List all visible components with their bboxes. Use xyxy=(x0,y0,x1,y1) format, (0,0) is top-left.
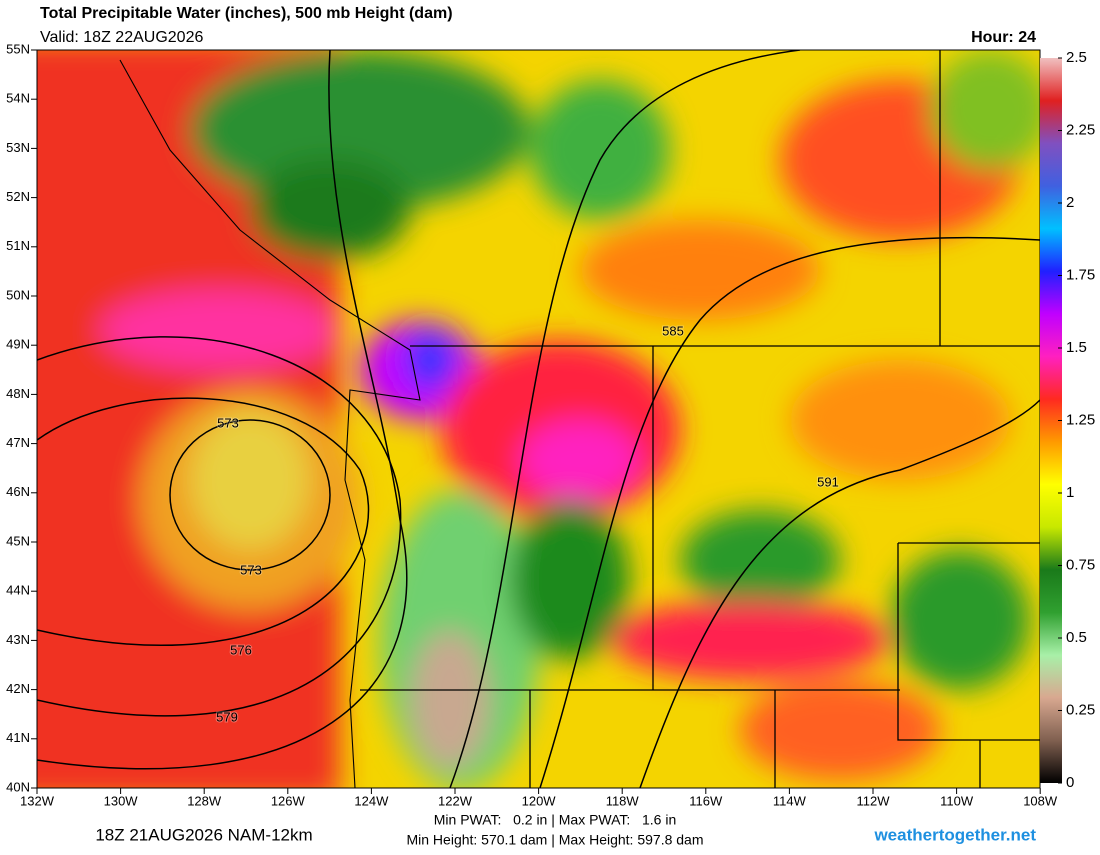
lat-label: 44N xyxy=(6,583,30,598)
colorbar-label: 0.5 xyxy=(1066,629,1087,646)
colorbar-label: 0.25 xyxy=(1066,701,1095,718)
valid-time: Valid: 18Z 22AUG2026 xyxy=(40,29,203,46)
lat-label: 52N xyxy=(6,189,30,204)
title: Total Precipitable Water (inches), 500 m… xyxy=(40,5,453,22)
lat-label: 50N xyxy=(6,287,30,302)
colorbar-label: 2 xyxy=(1066,194,1074,211)
colorbar-label: 1.5 xyxy=(1066,339,1087,356)
contour-label: 579 xyxy=(216,709,238,724)
contour-label: 585 xyxy=(662,323,684,338)
lat-label: 40N xyxy=(6,779,30,794)
colorbar-label: 1.25 xyxy=(1066,411,1095,428)
forecast-hour: Hour: 24 xyxy=(971,29,1036,46)
lon-label: 124W xyxy=(354,793,389,808)
lon-label: 112W xyxy=(857,793,891,808)
lon-label: 132W xyxy=(20,793,55,808)
contour-label: 576 xyxy=(230,642,252,657)
boundaries xyxy=(119,50,1040,788)
colorbar-label: 0.75 xyxy=(1066,556,1095,573)
colorbar-label: 2.5 xyxy=(1066,49,1087,66)
lat-label: 43N xyxy=(6,632,30,647)
lon-label: 130W xyxy=(104,793,139,808)
lat-label: 54N xyxy=(6,91,30,106)
lat-label: 42N xyxy=(6,681,30,696)
colorbar-label: 0 xyxy=(1066,774,1074,791)
lon-label: 120W xyxy=(522,793,557,808)
lat-label: 53N xyxy=(6,140,30,155)
pwat-range: Min PWAT: 0.2 in | Max PWAT: 1.6 in xyxy=(434,812,676,828)
lat-label: 41N xyxy=(6,730,30,745)
lat-label: 49N xyxy=(6,337,30,352)
colorbar-label: 2.25 xyxy=(1066,121,1095,138)
lon-label: 110W xyxy=(940,793,974,808)
lat-label: 47N xyxy=(6,435,30,450)
lat-label: 48N xyxy=(6,386,30,401)
model-run: 18Z 21AUG2026 NAM-12km xyxy=(95,825,312,844)
lat-label: 51N xyxy=(6,238,30,253)
lon-label: 126W xyxy=(271,793,306,808)
lon-label: 128W xyxy=(187,793,222,808)
contour-label: 573 xyxy=(240,562,262,577)
contour-label: 573 xyxy=(217,415,239,430)
lat-label: 46N xyxy=(6,484,30,499)
lon-label: 116W xyxy=(689,793,723,808)
pwat-field xyxy=(37,50,1040,788)
height-contours xyxy=(37,50,1040,788)
colorbar xyxy=(1040,58,1062,783)
lon-label: 108W xyxy=(1023,793,1058,808)
lon-label: 114W xyxy=(773,793,807,808)
lon-label: 122W xyxy=(438,793,473,808)
lon-label: 118W xyxy=(606,793,640,808)
colorbar-label: 1 xyxy=(1066,484,1074,501)
height-range: Min Height: 570.1 dam | Max Height: 597.… xyxy=(406,832,703,848)
site-link[interactable]: weathertogether.net xyxy=(873,825,1036,844)
lat-label: 55N xyxy=(6,41,30,56)
lat-label: 45N xyxy=(6,533,30,548)
colorbar-label: 1.75 xyxy=(1066,266,1095,283)
contour-label: 591 xyxy=(817,474,839,489)
